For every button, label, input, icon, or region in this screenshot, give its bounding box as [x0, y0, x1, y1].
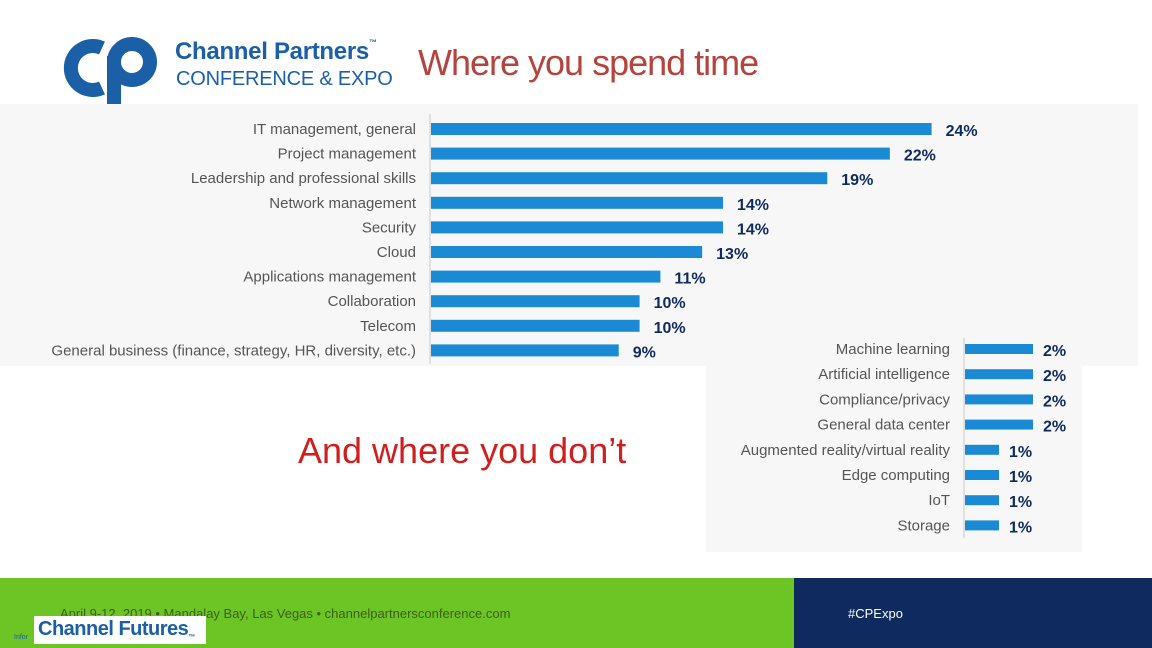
category-label: General data center [817, 417, 950, 434]
category-label: Project management [278, 146, 417, 163]
chart-subtitle: And where you don’t [298, 430, 627, 471]
data-label: 1% [1009, 444, 1032, 461]
bar [431, 147, 890, 160]
data-label: 24% [946, 123, 978, 140]
time-not-spent-chart: Machine learning 2% Artificial intelligenc… [741, 338, 1066, 538]
bar [431, 221, 723, 234]
bar [965, 444, 999, 455]
bar [965, 495, 999, 506]
data-label: 2% [1043, 419, 1066, 436]
footer-hashtag-bar [794, 578, 1152, 648]
data-label: 2% [1043, 343, 1066, 360]
data-label: 22% [904, 148, 936, 165]
bar [431, 123, 932, 135]
logo-subtitle: CONFERENCE & EXPO [176, 68, 393, 90]
category-label: Artificial intelligence [818, 366, 950, 383]
bar [965, 369, 1033, 380]
category-label: Storage [897, 517, 950, 534]
data-label: 19% [841, 172, 873, 189]
category-label: Edge computing [842, 467, 950, 484]
channel-partners-logo: Channel Partners™ CONFERENCE & EXPO [58, 34, 393, 106]
logo-name: Channel Partners™ [175, 38, 377, 65]
category-label: Machine learning [836, 341, 950, 358]
category-label: Leadership and professional skills [191, 170, 416, 187]
data-label: 14% [737, 221, 769, 238]
bar [431, 319, 640, 332]
category-label: Augmented reality/virtual reality [741, 442, 951, 459]
data-label: 14% [737, 197, 769, 214]
bar [431, 270, 661, 283]
bar [965, 344, 1033, 354]
category-label: General business (finance, strategy, HR,… [51, 342, 416, 359]
channel-futures-logo: Channel Futures™ [34, 616, 206, 644]
data-label: 13% [716, 246, 748, 263]
data-label: 9% [633, 344, 656, 361]
bar [431, 344, 619, 357]
category-label: IoT [928, 492, 950, 509]
data-label: 2% [1043, 368, 1066, 385]
data-label: 2% [1043, 393, 1066, 410]
bar [431, 172, 828, 185]
data-label: 10% [654, 320, 686, 337]
data-label: 1% [1009, 469, 1032, 486]
data-label: 11% [674, 271, 705, 288]
category-label: Collaboration [328, 293, 416, 310]
data-label: 1% [1009, 519, 1032, 536]
category-label: IT management, general [253, 121, 416, 138]
page-title: Where you spend time [418, 42, 759, 83]
category-label: Applications management [243, 269, 416, 286]
bar [431, 246, 703, 258]
bar [431, 196, 723, 209]
hashtag: #CPExpo [848, 606, 903, 621]
bar [965, 470, 999, 480]
bar [965, 394, 1033, 405]
time-spent-chart: IT management, general 24% Project managem… [51, 114, 978, 364]
channel-futures-text: Channel Futures™ [38, 618, 195, 641]
category-label: Security [362, 219, 417, 236]
category-label: Cloud [377, 244, 416, 261]
data-label: 10% [654, 295, 686, 312]
bar [431, 295, 640, 308]
bar [965, 419, 1033, 430]
category-label: Network management [269, 195, 417, 212]
category-label: Compliance/privacy [819, 391, 950, 408]
data-label: 1% [1009, 494, 1032, 511]
cp-logo-icon [63, 37, 157, 106]
footer-tiny-text: Infor [14, 634, 29, 641]
category-label: Telecom [360, 318, 416, 335]
bar [965, 520, 999, 531]
